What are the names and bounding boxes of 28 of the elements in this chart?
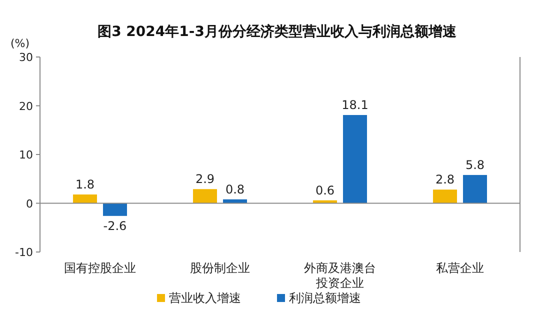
data-label: 0.6 xyxy=(315,183,335,198)
legend-label: 营业收入增速 xyxy=(169,291,241,305)
x-tick-label: 私营企业 xyxy=(436,261,484,275)
bar xyxy=(223,199,247,204)
x-tick-label: 外商及港澳台投资企业 xyxy=(304,261,376,290)
data-label: 18.1 xyxy=(342,98,368,112)
bar xyxy=(103,203,127,216)
data-label: 2.9 xyxy=(195,172,215,186)
x-tick-label: 股份制企业 xyxy=(190,261,250,275)
chart-title: 图3 2024年1-3月份分经济类型营业收入与利润总额增速 xyxy=(98,23,458,40)
y-axis-title: (%) xyxy=(10,37,30,50)
data-label: 0.8 xyxy=(225,182,245,196)
y-tick-label: 0 xyxy=(26,197,33,210)
bar xyxy=(193,189,217,204)
x-tick-label: 国有控股企业 xyxy=(64,261,136,275)
bar xyxy=(73,194,97,204)
bar xyxy=(343,115,367,204)
data-label: 2.8 xyxy=(435,172,455,187)
data-label: 1.8 xyxy=(75,177,95,192)
y-tick-label: 10 xyxy=(19,148,33,162)
y-tick-label: 30 xyxy=(19,51,33,64)
data-label: 5.8 xyxy=(465,158,485,172)
bar xyxy=(433,190,457,204)
y-tick-label: 20 xyxy=(19,100,33,113)
bar xyxy=(463,174,487,204)
data-label: -2.6 xyxy=(103,218,127,233)
legend-label: 利润总额增速 xyxy=(289,291,361,305)
y-tick-label: -10 xyxy=(15,246,33,259)
